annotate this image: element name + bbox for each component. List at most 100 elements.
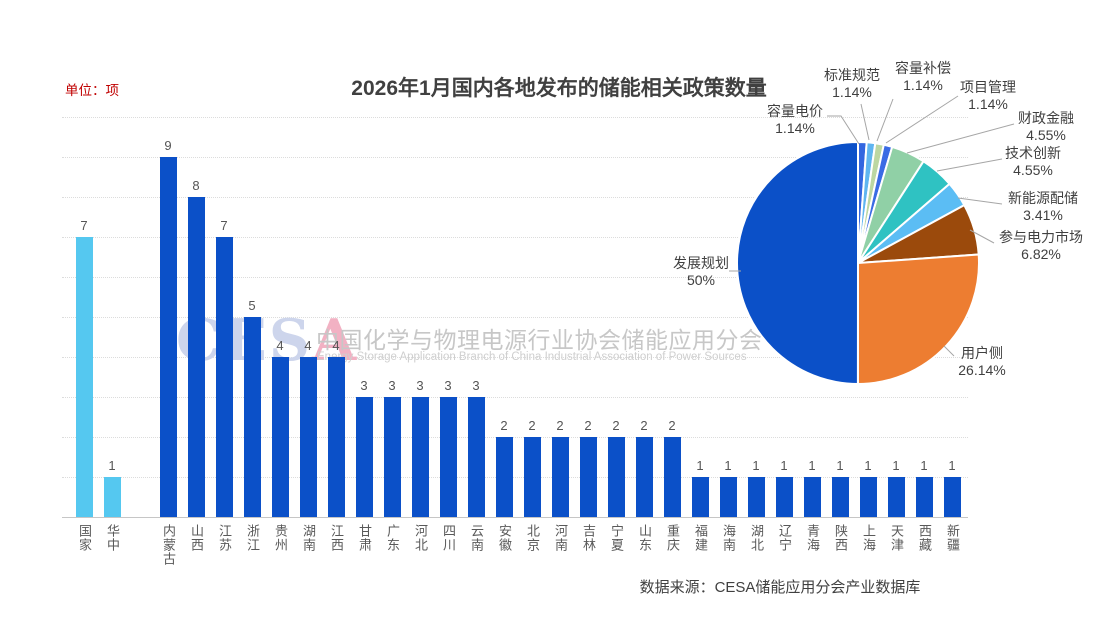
pie-leader-line [936,158,1003,172]
pie-label-name: 项目管理 [960,79,1016,95]
pie-leader-line [906,123,1015,154]
pie-label-name: 参与电力市场 [999,229,1083,245]
bar [356,397,373,517]
x-axis-label: 华中 [105,524,120,552]
bar [244,317,261,517]
pie-label-percent: 1.14% [903,77,943,93]
bar [608,437,625,517]
bar [916,477,933,517]
bar-value-label: 1 [864,458,872,473]
bar-value-label: 2 [528,418,536,433]
x-axis-label: 四川 [441,524,456,552]
pie-slice [857,142,885,264]
pie-slice-label: 标准规范 1.14% [824,67,880,101]
bar-value-label: 8 [192,178,200,193]
bar [860,477,877,517]
bar [216,237,233,517]
pie-label-name: 用户侧 [960,345,1003,361]
pie-label-name: 新能源配储 [1008,190,1078,206]
bar [272,357,289,517]
bar [160,157,177,517]
pie-leader-line [969,229,995,244]
x-axis-label: 云南 [469,524,484,552]
bar [552,437,569,517]
x-axis-label: 江苏 [217,524,232,552]
pie-slice [857,141,877,264]
x-axis-label: 辽宁 [777,524,792,552]
pie-label-percent: 1.14% [832,84,872,100]
pie-slice [857,160,951,264]
bar-value-label: 1 [108,458,116,473]
gridline [62,397,968,398]
x-axis-line [62,517,968,518]
pie-label-name: 发展规划 [673,255,729,271]
pie-label-percent: 1.14% [968,96,1008,112]
gridline [62,317,968,318]
pie-label-percent: 1.14% [775,120,815,136]
x-axis-label: 安徽 [497,524,512,552]
bar [748,477,765,517]
bar-value-label: 2 [668,418,676,433]
bar-value-label: 2 [500,418,508,433]
bar-value-label: 2 [612,418,620,433]
bar [804,477,821,517]
pie-label-name: 财政金融 [1018,110,1074,126]
bar-value-label: 5 [248,298,256,313]
bar-value-label: 1 [920,458,928,473]
pie-slice [857,182,966,264]
x-axis-label: 上海 [861,524,876,552]
x-axis-label: 内蒙古 [161,524,176,566]
gridline [62,237,968,238]
bar-value-label: 2 [584,418,592,433]
bar [524,437,541,517]
x-axis-label: 甘肃 [357,524,372,552]
x-axis-label: 天津 [889,524,904,552]
bar-value-label: 2 [556,418,564,433]
bar-value-label: 1 [780,458,788,473]
x-axis-label: 西藏 [917,524,932,552]
x-axis-label: 福建 [693,524,708,552]
pie-slice-label: 财政金融 4.55% [1018,110,1074,144]
x-axis-label: 北京 [525,524,540,552]
bar [580,437,597,517]
bar [888,477,905,517]
bar-value-label: 1 [752,458,760,473]
pie-slice-label: 用户侧 26.14% [958,345,1005,379]
pie-slice [857,204,980,264]
pie-label-percent: 50% [686,272,716,288]
x-axis-label: 湖北 [749,524,764,552]
pie-label-percent: 4.55% [1013,162,1053,178]
pie-slice-label: 技术创新 4.55% [1005,145,1061,179]
bar [720,477,737,517]
pie-leader-line [860,103,870,141]
pie-leader-line [943,345,955,357]
x-axis-label: 新疆 [945,524,960,552]
bar [944,477,961,517]
pie-leader-line [957,197,1003,205]
bar [412,397,429,517]
bar [300,357,317,517]
bar [776,477,793,517]
x-axis-label: 江西 [329,524,344,552]
bar-value-label: 3 [388,378,396,393]
bar-value-label: 3 [444,378,452,393]
pie-label-percent: 26.14% [958,362,1006,378]
bar-value-label: 1 [696,458,704,473]
x-axis-label: 广东 [385,524,400,552]
bar [692,477,709,517]
gridline [62,477,968,478]
pie-label-name: 标准规范 [824,67,880,83]
bar-value-label: 4 [304,338,312,353]
bar-value-label: 1 [836,458,844,473]
bar [496,437,513,517]
bar-value-label: 4 [332,338,340,353]
watermark-en-text: Energy Storage Application Branch of Chi… [317,351,747,363]
bar-value-label: 1 [808,458,816,473]
unit-label: 单位：项 [65,83,119,98]
bar [384,397,401,517]
gridline [62,157,968,158]
gridline [62,277,968,278]
pie-leader-line [827,115,860,145]
bar [440,397,457,517]
pie-slice-label: 容量补偿 1.14% [895,60,951,94]
